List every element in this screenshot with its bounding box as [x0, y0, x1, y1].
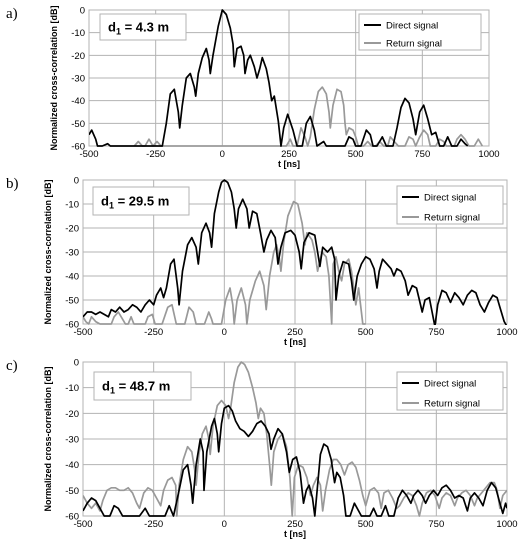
y-tick-label: 0	[74, 176, 79, 187]
x-tick-label: -500	[73, 519, 92, 530]
y-tick-label: -30	[65, 248, 79, 259]
distance-symbol: d	[108, 20, 116, 35]
y-tick-label: -30	[65, 435, 79, 446]
x-tick-label: 250	[287, 327, 303, 338]
x-tick-label: 250	[287, 519, 303, 530]
plot-frame	[82, 179, 508, 325]
y-tick-label: -50	[71, 119, 85, 130]
y-tick-label: 0	[80, 6, 85, 17]
x-tick-label: -250	[144, 519, 163, 530]
x-tick-label: 500	[358, 327, 374, 338]
distance-value: = 48.7 m	[115, 379, 170, 394]
y-tick-label: -10	[65, 383, 79, 394]
chart-panel-1: a) -500 -250 0 250 500 750 1000 0 -10 -20 -30 -40 -50…	[6, 5, 500, 169]
distance-symbol: d	[101, 194, 109, 209]
x-tick-label: -250	[144, 327, 163, 338]
x-tick-label: -500	[73, 327, 92, 338]
legend-entry: Return signal	[424, 399, 480, 410]
distance-annotation: d1 = 4.3 m	[108, 20, 169, 37]
x-axis-title: t [ns]	[284, 337, 306, 347]
distance-value: = 4.3 m	[121, 20, 169, 35]
x-tick-label: 500	[358, 519, 374, 530]
distance-annotation: d1 = 29.5 m	[101, 194, 169, 211]
distance-symbol: d	[102, 379, 110, 394]
x-axis-title: t [ns]	[284, 529, 306, 539]
x-tick-label: 250	[281, 149, 297, 160]
y-tick-label: 0	[74, 358, 79, 369]
legend-entry: Return signal	[424, 213, 480, 224]
x-tick-label: 1000	[496, 327, 517, 338]
y-tick-label: -40	[65, 272, 79, 283]
x-tick-label: 750	[428, 327, 444, 338]
y-tick-label: -50	[65, 296, 79, 307]
distance-subscript: 1	[109, 201, 114, 211]
y-tick-label: -60	[65, 320, 79, 331]
y-tick-label: -30	[71, 74, 85, 85]
y-tick-label: -20	[65, 409, 79, 420]
x-axis-title: t [ns]	[278, 159, 300, 169]
y-tick-label: -50	[65, 486, 79, 497]
series-line-direct	[83, 179, 507, 325]
y-axis-title: Normalized cross-correlation [dB]	[43, 179, 53, 324]
series-line-direct	[83, 404, 507, 517]
y-tick-label: -40	[71, 96, 85, 107]
y-axis-title: Normalized cross-correlation [dB]	[49, 5, 59, 150]
y-tick-label: -40	[65, 460, 79, 471]
distance-annotation-box	[92, 186, 190, 216]
x-tick-label: 0	[222, 519, 227, 530]
y-tick-label: -60	[65, 512, 79, 523]
distance-subscript: 1	[116, 27, 121, 37]
x-tick-label: 1000	[496, 519, 517, 530]
x-tick-label: 750	[414, 149, 430, 160]
panel-label: b)	[6, 176, 19, 192]
legend-entry: Direct signal	[424, 193, 476, 204]
y-axis-title: Normalized cross-correlation [dB]	[43, 366, 53, 511]
legend-entry: Direct signal	[386, 21, 438, 32]
plot-frame	[88, 9, 490, 147]
y-tick-label: -60	[71, 142, 85, 153]
x-tick-label: 0	[220, 149, 225, 160]
y-tick-label: -20	[65, 224, 79, 235]
distance-value: = 29.5 m	[114, 194, 169, 209]
legend-entry: Direct signal	[424, 379, 476, 390]
x-tick-label: -500	[79, 149, 98, 160]
plot-frame	[82, 361, 508, 517]
y-tick-label: -10	[65, 200, 79, 211]
y-tick-label: -10	[71, 28, 85, 39]
series-line-return	[83, 200, 366, 325]
chart-panel-2: b) -500 -250 0 250 500 750 1000 0 -10 -20 -30 -40 -50…	[6, 176, 518, 348]
x-tick-label: 500	[348, 149, 364, 160]
distance-annotation-box	[99, 13, 187, 41]
x-tick-label: 750	[428, 519, 444, 530]
panel-label: c)	[6, 358, 18, 374]
panel-label: a)	[6, 6, 18, 22]
x-tick-label: 1000	[478, 149, 499, 160]
y-tick-label: -20	[71, 51, 85, 62]
legend-entry: Return signal	[386, 39, 442, 50]
distance-annotation-box	[93, 371, 192, 401]
distance-subscript: 1	[110, 386, 115, 396]
distance-annotation: d1 = 48.7 m	[102, 379, 170, 396]
series-line-return	[133, 86, 484, 147]
series-line-direct	[89, 9, 469, 147]
x-tick-label: -250	[146, 149, 165, 160]
chart-panel-3: c) -500 -250 0 250 500 750 1000 0 -10 -20 -30 -40 -50…	[6, 358, 518, 540]
x-tick-label: 0	[222, 327, 227, 338]
